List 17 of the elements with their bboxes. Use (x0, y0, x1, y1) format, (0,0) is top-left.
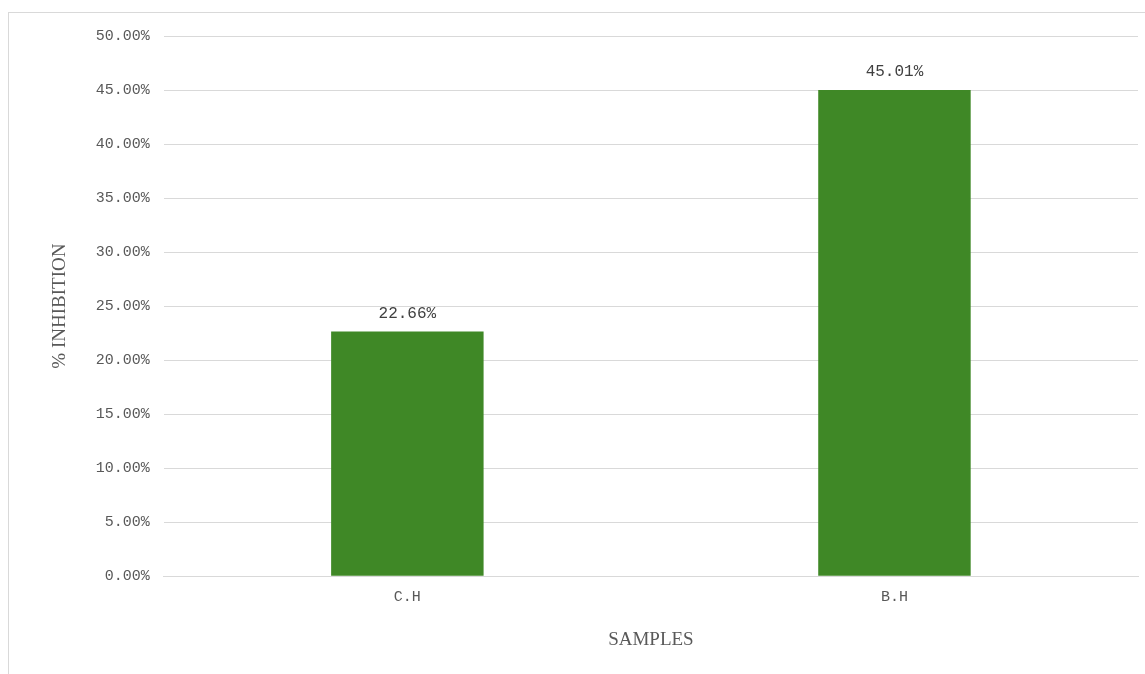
y-tick-label: 5.00% (104, 514, 151, 532)
y-tick-label: 20.00% (95, 352, 151, 370)
y-tick-label: 10.00% (95, 460, 151, 478)
x-tick-label: C.H (393, 589, 421, 607)
x-tick-label: B.H (880, 589, 908, 607)
y-tick-label: 25.00% (95, 298, 151, 316)
y-tick-label: 40.00% (95, 136, 151, 154)
y-tick-label: 35.00% (95, 190, 151, 208)
y-tick-label: 30.00% (95, 244, 151, 262)
x-axis-title: SAMPLES (608, 627, 694, 649)
y-tick-label: 45.00% (95, 81, 151, 99)
y-tick-label: 0.00% (104, 568, 151, 586)
y-axis-title: % INHIBITION (48, 243, 70, 369)
y-tick-label: 15.00% (95, 406, 151, 424)
data-label: 22.66% (378, 304, 437, 323)
y-tick-label: 50.00% (95, 27, 151, 45)
data-label: 45.01% (865, 63, 924, 82)
